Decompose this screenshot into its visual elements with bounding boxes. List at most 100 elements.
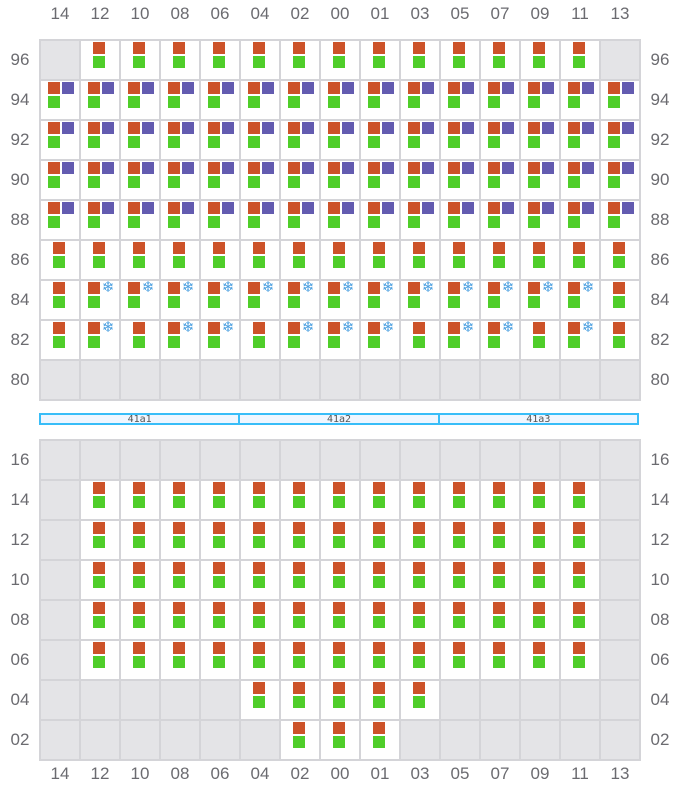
slot-80-03[interactable] (400, 360, 440, 400)
slot-16-05[interactable] (440, 440, 480, 480)
slot-96-03[interactable] (400, 40, 440, 80)
slot-12-08[interactable] (160, 520, 200, 560)
slot-88-05[interactable] (440, 200, 480, 240)
slot-90-00[interactable] (320, 160, 360, 200)
slot-82-07[interactable]: ❄ (480, 320, 520, 360)
slot-10-13[interactable] (600, 560, 640, 600)
divider-segment[interactable]: 41a1 (39, 413, 241, 425)
slot-86-07[interactable] (480, 240, 520, 280)
slot-08-11[interactable] (560, 600, 600, 640)
slot-16-11[interactable] (560, 440, 600, 480)
slot-04-01[interactable] (360, 680, 400, 720)
slot-08-06[interactable] (200, 600, 240, 640)
slot-16-04[interactable] (240, 440, 280, 480)
slot-12-14[interactable] (40, 520, 80, 560)
slot-88-13[interactable] (600, 200, 640, 240)
slot-90-08[interactable] (160, 160, 200, 200)
slot-80-05[interactable] (440, 360, 480, 400)
slot-90-01[interactable] (360, 160, 400, 200)
slot-06-14[interactable] (40, 640, 80, 680)
slot-06-13[interactable] (600, 640, 640, 680)
slot-12-07[interactable] (480, 520, 520, 560)
slot-96-10[interactable] (120, 40, 160, 80)
slot-96-04[interactable] (240, 40, 280, 80)
slot-86-11[interactable] (560, 240, 600, 280)
slot-90-14[interactable] (40, 160, 80, 200)
slot-12-13[interactable] (600, 520, 640, 560)
slot-06-11[interactable] (560, 640, 600, 680)
divider-segment[interactable]: 41a2 (238, 413, 440, 425)
slot-94-04[interactable] (240, 80, 280, 120)
slot-08-05[interactable] (440, 600, 480, 640)
slot-90-02[interactable] (280, 160, 320, 200)
slot-96-12[interactable] (80, 40, 120, 80)
slot-16-10[interactable] (120, 440, 160, 480)
slot-88-09[interactable] (520, 200, 560, 240)
slot-96-14[interactable] (40, 40, 80, 80)
slot-02-02[interactable] (280, 720, 320, 760)
slot-94-11[interactable] (560, 80, 600, 120)
slot-10-04[interactable] (240, 560, 280, 600)
slot-96-01[interactable] (360, 40, 400, 80)
slot-84-10[interactable]: ❄ (120, 280, 160, 320)
slot-14-00[interactable] (320, 480, 360, 520)
slot-06-03[interactable] (400, 640, 440, 680)
slot-90-04[interactable] (240, 160, 280, 200)
slot-08-07[interactable] (480, 600, 520, 640)
slot-84-01[interactable]: ❄ (360, 280, 400, 320)
slot-16-03[interactable] (400, 440, 440, 480)
slot-82-04[interactable] (240, 320, 280, 360)
slot-84-13[interactable] (600, 280, 640, 320)
slot-88-06[interactable] (200, 200, 240, 240)
slot-86-02[interactable] (280, 240, 320, 280)
slot-16-12[interactable] (80, 440, 120, 480)
slot-94-13[interactable] (600, 80, 640, 120)
slot-82-08[interactable]: ❄ (160, 320, 200, 360)
slot-08-13[interactable] (600, 600, 640, 640)
slot-14-08[interactable] (160, 480, 200, 520)
slot-84-12[interactable]: ❄ (80, 280, 120, 320)
divider-segment[interactable]: 41a3 (437, 413, 639, 425)
slot-04-05[interactable] (440, 680, 480, 720)
slot-86-00[interactable] (320, 240, 360, 280)
slot-80-00[interactable] (320, 360, 360, 400)
slot-82-05[interactable]: ❄ (440, 320, 480, 360)
slot-82-02[interactable]: ❄ (280, 320, 320, 360)
slot-12-01[interactable] (360, 520, 400, 560)
slot-82-09[interactable] (520, 320, 560, 360)
slot-84-09[interactable]: ❄ (520, 280, 560, 320)
slot-90-05[interactable] (440, 160, 480, 200)
slot-02-11[interactable] (560, 720, 600, 760)
slot-02-09[interactable] (520, 720, 560, 760)
slot-12-00[interactable] (320, 520, 360, 560)
slot-14-02[interactable] (280, 480, 320, 520)
slot-92-04[interactable] (240, 120, 280, 160)
slot-92-05[interactable] (440, 120, 480, 160)
slot-12-03[interactable] (400, 520, 440, 560)
slot-14-11[interactable] (560, 480, 600, 520)
slot-02-04[interactable] (240, 720, 280, 760)
slot-82-01[interactable]: ❄ (360, 320, 400, 360)
slot-84-14[interactable] (40, 280, 80, 320)
slot-06-09[interactable] (520, 640, 560, 680)
slot-14-13[interactable] (600, 480, 640, 520)
slot-92-07[interactable] (480, 120, 520, 160)
slot-86-10[interactable] (120, 240, 160, 280)
slot-96-07[interactable] (480, 40, 520, 80)
slot-02-14[interactable] (40, 720, 80, 760)
slot-12-11[interactable] (560, 520, 600, 560)
slot-86-09[interactable] (520, 240, 560, 280)
slot-86-01[interactable] (360, 240, 400, 280)
slot-96-06[interactable] (200, 40, 240, 80)
slot-84-05[interactable]: ❄ (440, 280, 480, 320)
slot-94-08[interactable] (160, 80, 200, 120)
slot-92-13[interactable] (600, 120, 640, 160)
slot-14-12[interactable] (80, 480, 120, 520)
slot-16-07[interactable] (480, 440, 520, 480)
slot-04-04[interactable] (240, 680, 280, 720)
slot-02-12[interactable] (80, 720, 120, 760)
slot-80-13[interactable] (600, 360, 640, 400)
slot-02-03[interactable] (400, 720, 440, 760)
slot-02-13[interactable] (600, 720, 640, 760)
slot-02-10[interactable] (120, 720, 160, 760)
